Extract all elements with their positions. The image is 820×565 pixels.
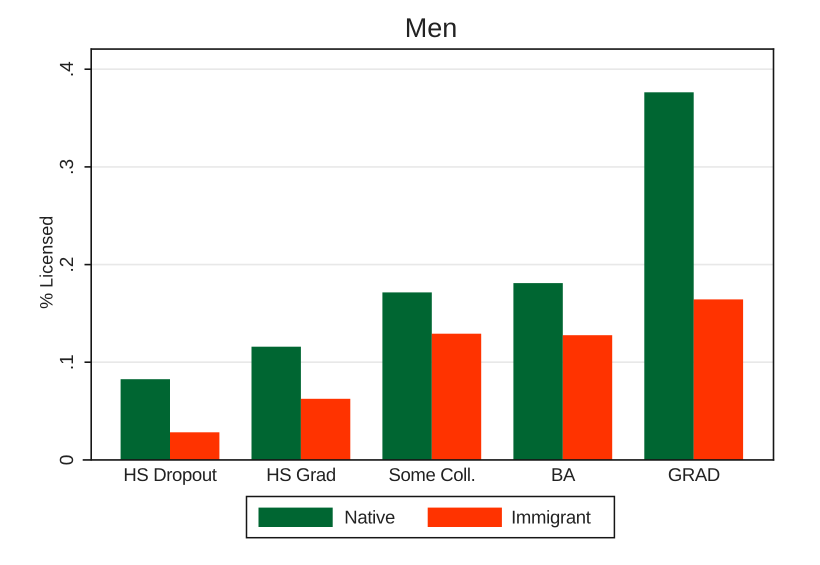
svg-text:0: 0 [57, 455, 78, 466]
svg-text:Men: Men [405, 13, 458, 43]
svg-text:Immigrant: Immigrant [511, 506, 591, 527]
svg-text:.3: .3 [57, 159, 78, 175]
svg-text:.4: .4 [57, 61, 78, 77]
svg-text:GRAD: GRAD [668, 464, 720, 485]
svg-text:Some Coll.: Some Coll. [389, 464, 476, 485]
svg-text:Native: Native [344, 506, 395, 527]
svg-text:.2: .2 [57, 257, 78, 273]
svg-text:.1: .1 [57, 354, 78, 370]
svg-text:BA: BA [551, 464, 576, 485]
svg-text:HS Dropout: HS Dropout [123, 464, 216, 485]
svg-text:% Licensed: % Licensed [37, 216, 57, 309]
svg-text:HS Grad: HS Grad [266, 464, 336, 485]
